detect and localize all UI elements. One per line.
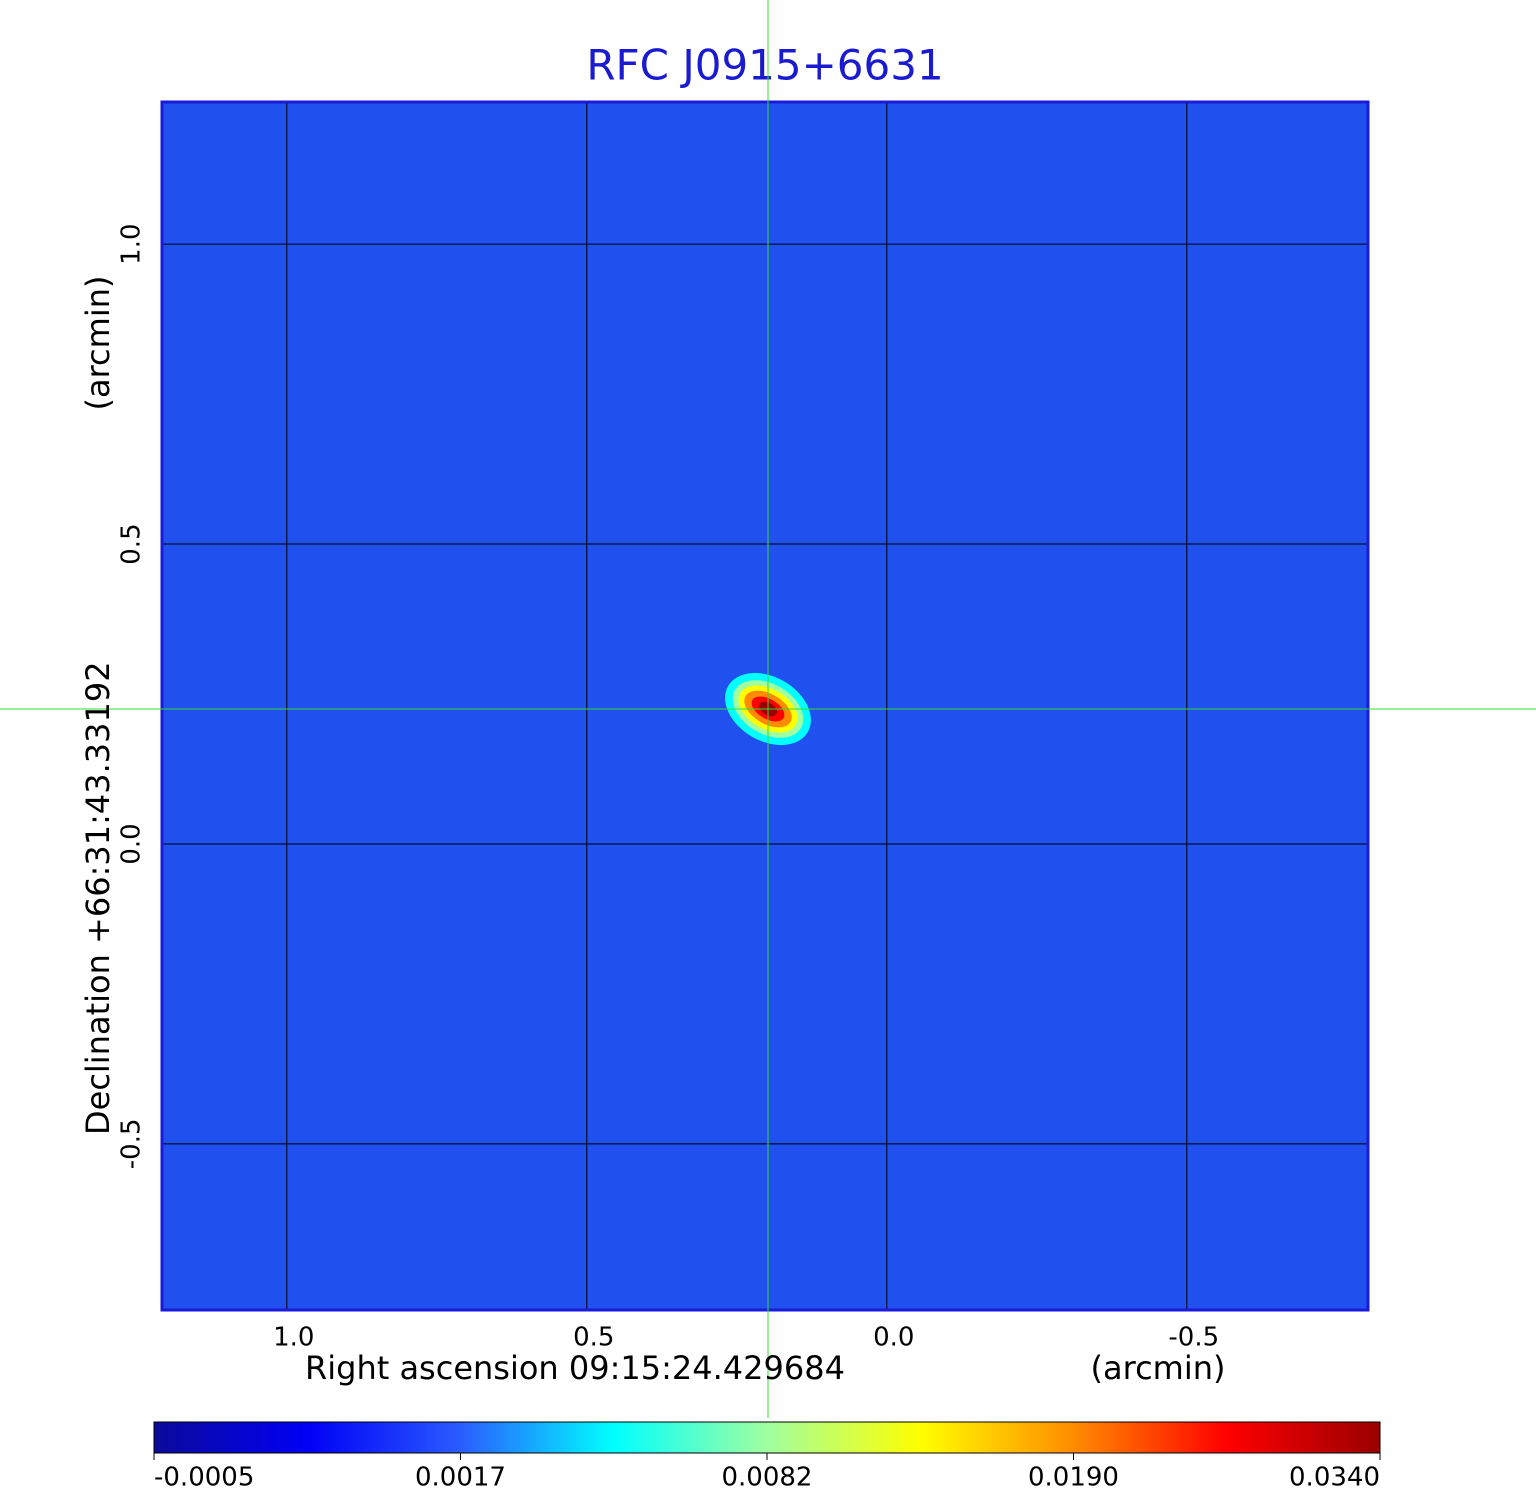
y-tick-label: 1.0 (117, 223, 147, 264)
chart-title: RFC J0915+6631 (586, 41, 943, 90)
plot-frame (160, 100, 1370, 1312)
colorbar-tick-label: 0.0017 (415, 1463, 506, 1493)
colorbar (153, 1421, 1381, 1454)
colorbar-tick-label: -0.0005 (154, 1463, 254, 1493)
y-tick-label: 0.5 (117, 523, 147, 564)
y-axis-unit: (arcmin) (79, 276, 117, 411)
x-tick-label: 1.0 (273, 1323, 314, 1353)
x-tick-label: -0.5 (1168, 1323, 1219, 1353)
colorbar-tick-label: 0.0082 (722, 1463, 813, 1493)
x-axis-label: Right ascension 09:15:24.429684 (305, 1349, 845, 1387)
y-axis-label: Declination +66:31:43.33192 (79, 661, 117, 1135)
x-tick-label: 0.0 (873, 1323, 914, 1353)
colorbar-tick-label: 0.0340 (1289, 1463, 1380, 1493)
y-tick-label: 0.0 (117, 823, 147, 864)
colorbar-tick-label: 0.0190 (1028, 1463, 1119, 1493)
y-tick-label: -0.5 (117, 1118, 147, 1169)
x-axis-unit: (arcmin) (1091, 1349, 1226, 1387)
x-tick-label: 0.5 (573, 1323, 614, 1353)
